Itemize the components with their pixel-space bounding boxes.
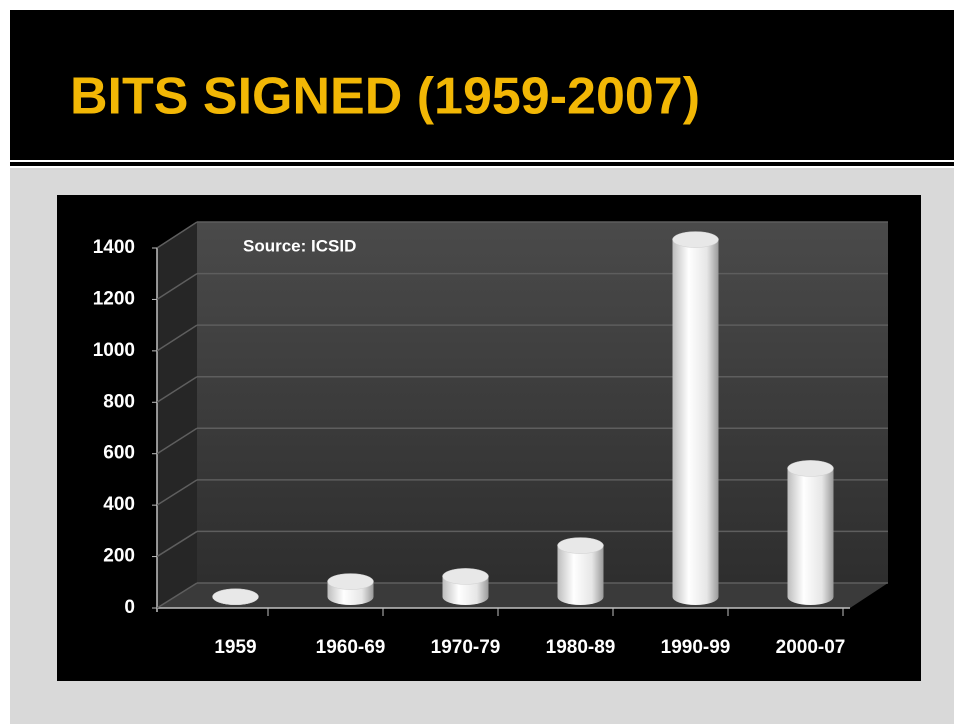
bar-top [327,573,374,590]
grid-line-side [156,530,198,558]
y-tick-label: 0 [124,597,135,618]
bar [557,545,604,605]
x-tick-label: 1960-69 [316,637,386,658]
x-tick-label: 1980-89 [546,637,616,658]
grid-line-side [156,324,198,352]
header-rule [10,162,954,166]
bar-top [672,231,719,248]
header-band [10,10,954,160]
y-tick-label: 200 [103,546,135,567]
back-wall [197,222,888,583]
y-tick-label: 1000 [93,340,135,361]
x-tick-label: 1990-99 [661,637,731,658]
y-tick-label: 600 [103,443,135,464]
bar [672,239,719,606]
source-note: Source: ICSID [243,236,356,255]
x-tick-label: 2000-07 [776,637,846,658]
grid-line-side [156,427,198,455]
x-tick-label: 1970-79 [431,637,501,658]
bar-top [442,568,489,585]
grid-line-side [156,272,198,301]
bar-top [557,537,604,554]
grid-line-side [156,376,198,403]
bar [787,468,834,605]
side-wall [157,222,197,608]
x-tick-label: 1959 [214,637,256,658]
y-tick-label: 800 [103,391,135,412]
floor [157,583,888,608]
grid-line-side [156,221,198,249]
y-tick-label: 400 [103,494,135,515]
y-tick-label: 1400 [93,237,135,258]
bar-top [212,588,259,605]
slide-title: BITS SIGNED (1959-2007) [70,68,700,126]
grid-line-side [156,582,198,609]
grid-line-side [156,479,198,506]
y-tick-label: 1200 [93,288,135,309]
bar-top [787,460,834,477]
